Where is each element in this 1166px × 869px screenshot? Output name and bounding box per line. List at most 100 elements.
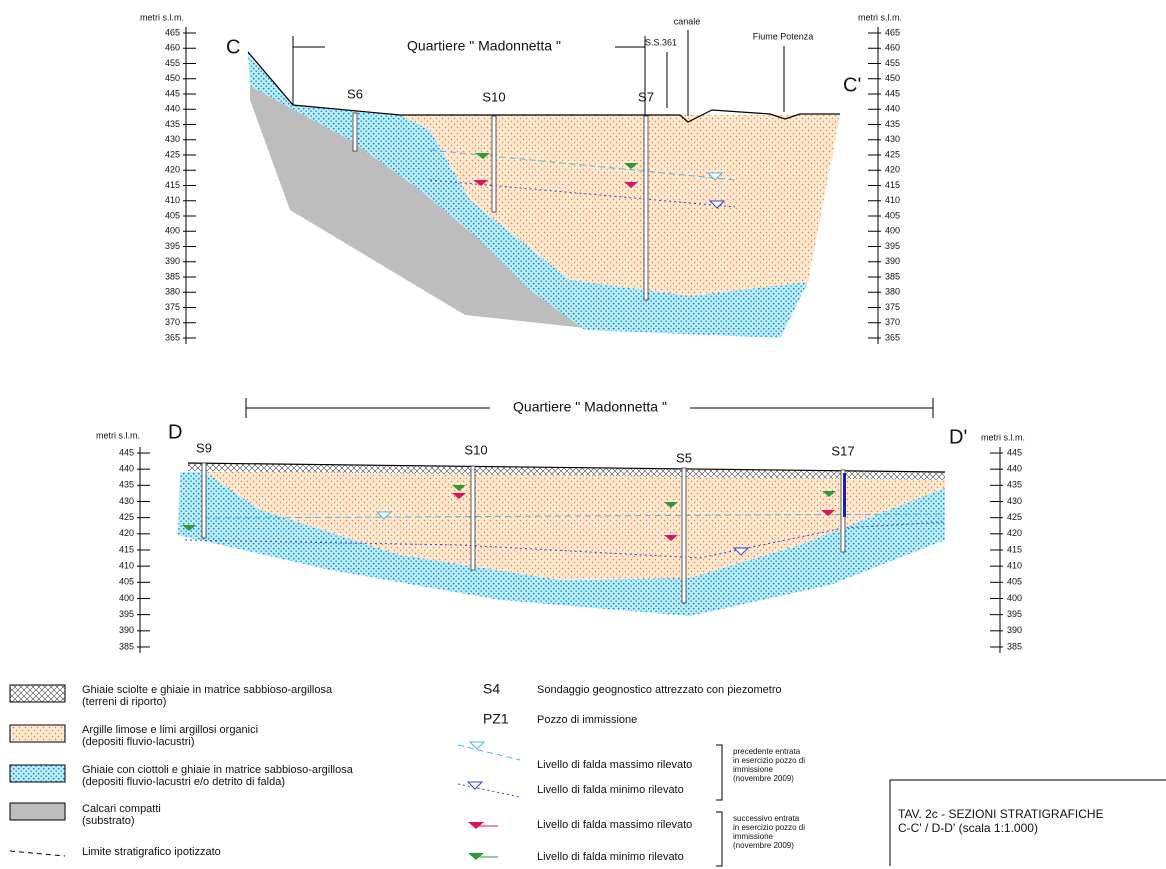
swatch: [458, 784, 520, 797]
legend-text: (depositi fluvio-lacustri e/o detrito di…: [82, 776, 285, 788]
tick-label: 365: [885, 332, 900, 342]
tick-label: 395: [1007, 609, 1022, 619]
section-label: D: [168, 421, 182, 443]
legend-text: (terreni di riporto): [82, 696, 166, 708]
tick-label: 435: [165, 119, 180, 129]
tick-label: 400: [165, 226, 180, 236]
river: Fiume Potenza: [753, 31, 814, 41]
tick-label: 390: [119, 625, 134, 635]
tick-label: 385: [119, 641, 134, 651]
legend-text: Ghiaie sciolte e ghiaie in matrice sabbi…: [82, 684, 333, 696]
legend-text: Livello di falda minimo rilevato: [537, 851, 684, 863]
tick-label: 370: [165, 317, 180, 327]
legend-text: Livello di falda minimo rilevato: [537, 784, 684, 796]
tick-label: 395: [119, 609, 134, 619]
legend-text: Limite stratigrafico ipotizzato: [82, 846, 221, 858]
tick-label: 425: [165, 149, 180, 159]
legend-text: Ghiaie con ciottoli e ghiaie in matrice …: [82, 764, 354, 776]
section-label: C': [843, 74, 861, 96]
canal: canale: [674, 16, 701, 26]
well: [682, 468, 686, 603]
legend-text: (depositi fluvio-lacustri): [82, 736, 194, 748]
tick-label: 430: [885, 134, 900, 144]
legend-text: Sondaggio geognostico attrezzato con pie…: [537, 684, 782, 696]
tick-label: 465: [885, 27, 900, 37]
tick-label: 420: [119, 528, 134, 538]
tick-label: 455: [885, 58, 900, 68]
title-box: TAV. 2c - SEZIONI STRATIGRAFICHE C-C' / …: [890, 780, 1166, 866]
tick-label: 430: [165, 134, 180, 144]
tick-label: 415: [119, 544, 134, 554]
well: [492, 116, 496, 212]
title: C-C' / D-D' (scala 1:1.000): [898, 821, 1038, 835]
tick-label: 435: [119, 480, 134, 490]
tick-label: 380: [885, 287, 900, 297]
tick-label: 440: [1007, 464, 1022, 474]
tick-label: 405: [1007, 577, 1022, 587]
legend-text: (substrato): [82, 815, 135, 827]
tick-label: 445: [1007, 447, 1022, 457]
tick-label: 435: [885, 119, 900, 129]
tick-label: 450: [165, 73, 180, 83]
tick-label: 365: [165, 332, 180, 342]
section-dd: Quartiere " Madonnetta " D D' S9 S10 S5 …: [96, 398, 1025, 616]
tick-label: 395: [165, 241, 180, 251]
legend-text: Livello di falda massimo rilevato: [537, 759, 692, 771]
symbol-code: S4: [483, 681, 500, 697]
well: [353, 113, 357, 151]
tick-label: 465: [165, 27, 180, 37]
tick-label: 405: [885, 210, 900, 220]
tick-label: 420: [885, 165, 900, 175]
tick-label: 450: [885, 73, 900, 83]
road: S.S.361: [645, 37, 677, 47]
well-label: S10: [482, 89, 505, 104]
note: in esercizio pozzo di: [733, 823, 805, 832]
well-label: S5: [676, 450, 692, 465]
well-screen: [843, 473, 846, 517]
note: (novembre 2009): [733, 841, 794, 850]
section-label: C: [226, 36, 240, 58]
axis-title: metri s.l.m.: [96, 430, 140, 440]
swatch: [10, 765, 65, 782]
tick-label: 400: [119, 593, 134, 603]
tick-label: 420: [165, 165, 180, 175]
tick-label: 445: [165, 88, 180, 98]
tick-label: 425: [119, 512, 134, 522]
well: [202, 463, 206, 538]
well-label: S9: [196, 440, 212, 455]
note: immissione: [733, 765, 774, 774]
tick-label: 435: [1007, 480, 1022, 490]
well-label: S7: [638, 89, 654, 104]
tick-label: 425: [1007, 512, 1022, 522]
bracket: [716, 745, 722, 800]
tick-label: 390: [165, 256, 180, 266]
well-label: S17: [831, 443, 854, 458]
tick-label: 400: [885, 226, 900, 236]
tick-label: 385: [165, 271, 180, 281]
tick-label: 460: [165, 43, 180, 53]
tick-label: 415: [1007, 544, 1022, 554]
tick-label: 440: [885, 104, 900, 114]
tick-label: 410: [885, 195, 900, 205]
axis-title: metri s.l.m.: [858, 12, 902, 22]
section-cc: C C' Quartiere " Madonnetta " S.S.361 ca…: [140, 12, 902, 338]
tick-label: 370: [885, 317, 900, 327]
tick-label: 415: [165, 180, 180, 190]
tick-label: 410: [165, 195, 180, 205]
axis-title: metri s.l.m.: [981, 432, 1025, 442]
district: Quartiere " Madonnetta ": [513, 399, 667, 415]
tick-label: 445: [119, 447, 134, 457]
tick-label: 405: [165, 210, 180, 220]
well-label: S6: [347, 86, 363, 101]
well: [644, 116, 648, 300]
title: TAV. 2c - SEZIONI STRATIGRAFICHE: [898, 807, 1104, 821]
level-symbol: [468, 782, 482, 789]
axis-title: metri s.l.m.: [140, 12, 184, 22]
tick-label: 415: [885, 180, 900, 190]
legend-text: Calcari compatti: [82, 803, 161, 815]
tick-label: 445: [885, 88, 900, 98]
tick-label: 410: [119, 561, 134, 571]
swatch: [10, 725, 65, 742]
swatch: [10, 851, 65, 856]
tick-label: 380: [165, 287, 180, 297]
